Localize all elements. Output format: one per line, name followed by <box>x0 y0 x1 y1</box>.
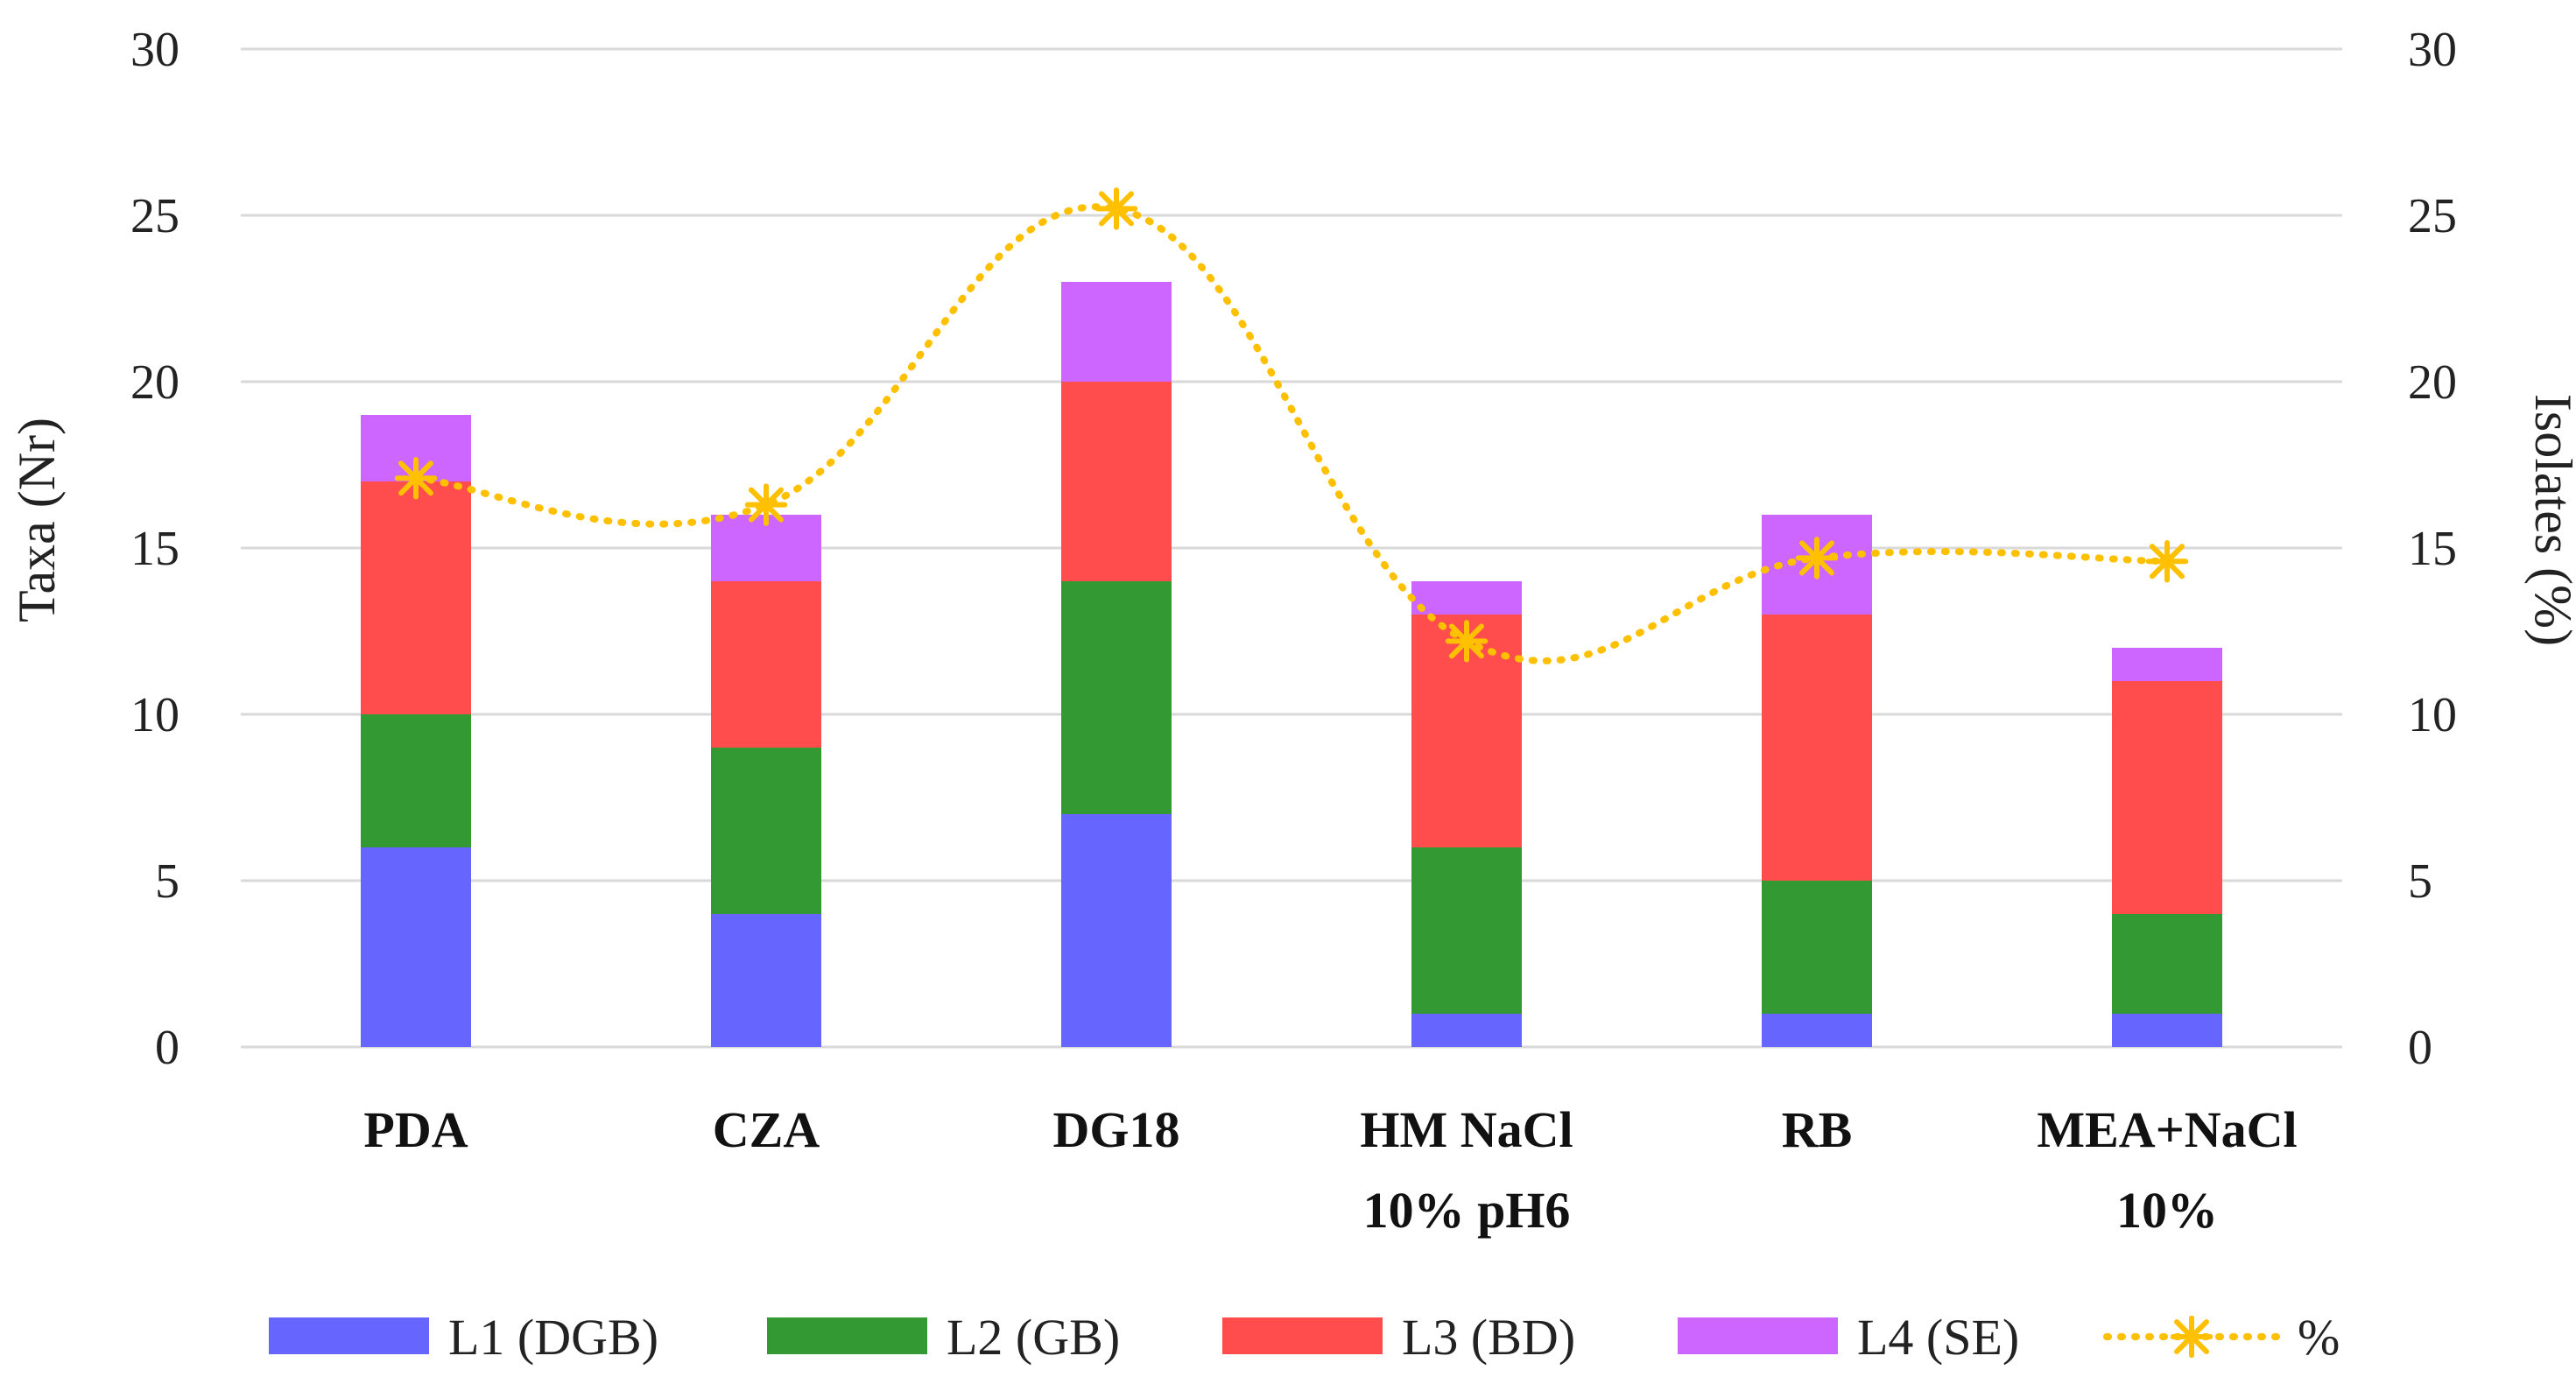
bar-segment-3 <box>1762 615 1872 881</box>
legend-label: L1 (DGB) <box>448 1309 658 1366</box>
gridlines <box>241 47 2342 1049</box>
y2-tick-label: 20 <box>2408 355 2457 410</box>
y-tick-label: 0 <box>155 1021 179 1075</box>
bar-segment-4 <box>1411 581 1522 615</box>
legend-item: L1 (DGB) <box>269 1309 658 1366</box>
legend-swatch <box>767 1317 927 1354</box>
category-label: RB <box>1782 1101 1853 1158</box>
y2-tick-label: 5 <box>2408 854 2432 909</box>
bars <box>361 282 2222 1047</box>
bar-segment-3 <box>711 581 821 748</box>
y2-tick-label: 0 <box>2408 1021 2432 1075</box>
bar-segment-2 <box>711 748 821 914</box>
legend-swatch <box>1222 1317 1383 1354</box>
bar-segment-2 <box>1061 581 1172 814</box>
legend-label: L3 (BD) <box>1402 1309 1575 1366</box>
category-label: HM NaCl <box>1360 1101 1573 1158</box>
legend-star-icon <box>2170 1315 2214 1359</box>
category-label: 10% <box>2116 1182 2218 1239</box>
percent-point <box>1445 620 1489 663</box>
y2-tick-label: 30 <box>2408 23 2457 77</box>
bar-segment-1 <box>1762 1014 1872 1047</box>
category-label: 10% pH6 <box>1363 1182 1571 1239</box>
y2-tick-label: 25 <box>2408 189 2457 243</box>
bar-segment-3 <box>1061 382 1172 581</box>
y-tick-label: 20 <box>130 355 179 410</box>
y2-axis-title: Isolates (%) <box>2524 394 2576 646</box>
y-tick-label: 25 <box>130 189 179 243</box>
y2-tick-label: 15 <box>2408 522 2457 576</box>
bar-segment-3 <box>2112 681 2222 914</box>
legend-item: % <box>2103 1309 2340 1366</box>
category-labels: PDA CZA DG18 HM NaCl 10% pH6 RB MEA+NaCl 10% <box>363 1101 2297 1239</box>
legend: L1 (DGB) L2 (GB) L3 (BD) L4 (SE)% <box>269 1309 2340 1366</box>
legend-swatch <box>1678 1317 1838 1354</box>
bar-segment-1 <box>2112 1014 2222 1047</box>
legend-label: % <box>2298 1309 2340 1366</box>
bar-segment-2 <box>1411 847 1522 1014</box>
percent-point <box>744 483 788 526</box>
percent-point <box>2145 539 2189 583</box>
y-tick-label: 10 <box>130 688 179 742</box>
legend-swatch <box>269 1317 429 1354</box>
category-label: CZA <box>713 1101 820 1158</box>
legend-item: L2 (GB) <box>767 1309 1120 1366</box>
bar-segment-1 <box>711 914 821 1047</box>
percent-line <box>394 187 2189 664</box>
bar-segment-2 <box>1762 881 1872 1014</box>
bar-segment-1 <box>1061 814 1172 1047</box>
legend-label: L4 (SE) <box>1857 1309 2019 1366</box>
percent-line-path <box>412 203 2171 664</box>
percent-point <box>394 456 438 500</box>
legend-item: L3 (BD) <box>1222 1309 1575 1366</box>
y-tick-label: 5 <box>155 854 179 909</box>
y2-tick-label: 10 <box>2408 688 2457 742</box>
bar-segment-1 <box>1411 1014 1522 1047</box>
category-label: PDA <box>363 1101 468 1158</box>
category-label: DG18 <box>1053 1101 1180 1158</box>
bar-segment-2 <box>361 714 471 847</box>
y-axis-title: Taxa (Nr) <box>8 418 66 622</box>
percent-point <box>1795 537 1839 580</box>
bar-segment-4 <box>2112 648 2222 681</box>
percent-point <box>1094 187 1138 230</box>
axis-ticks: 0 0 5 5 10 10 15 15 20 20 25 25 30 30 <box>130 23 2457 1075</box>
category-label: MEA+NaCl <box>2037 1101 2297 1158</box>
bar-segment-2 <box>2112 914 2222 1014</box>
y-tick-label: 30 <box>130 23 179 77</box>
bar-segment-4 <box>1061 282 1172 382</box>
bar-segment-1 <box>361 847 471 1047</box>
bar-segment-3 <box>361 481 471 714</box>
legend-item: L4 (SE) <box>1678 1309 2019 1366</box>
y-tick-label: 15 <box>130 522 179 576</box>
legend-label: L2 (GB) <box>947 1309 1120 1366</box>
